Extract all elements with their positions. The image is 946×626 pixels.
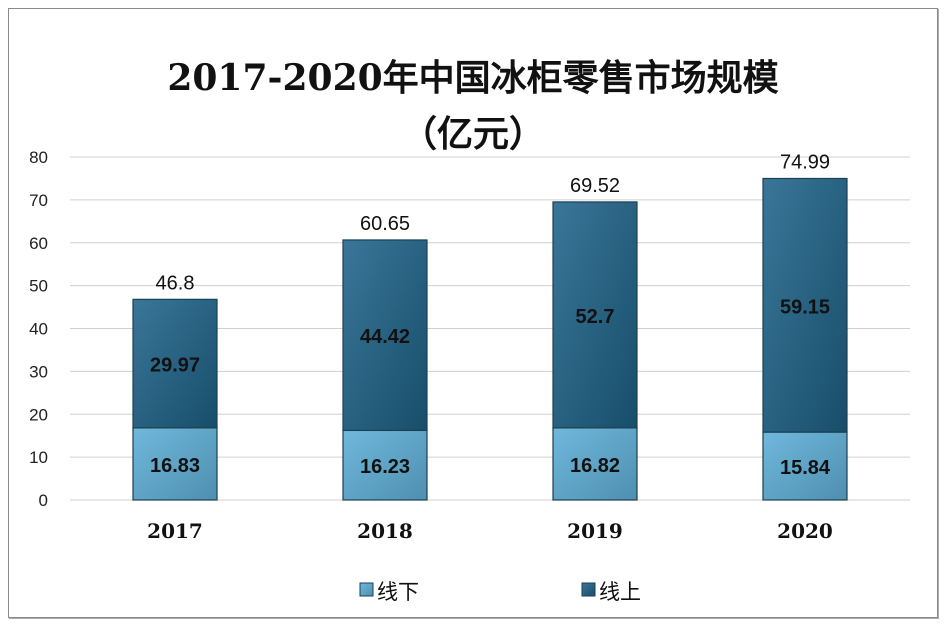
y-tick-label: 50 xyxy=(29,277,48,296)
bar-offline xyxy=(342,429,428,501)
data-label: 16.82 xyxy=(570,455,620,477)
bar-offline xyxy=(132,427,218,501)
x-tick-label: 2019 xyxy=(567,519,623,543)
data-label: 44.42 xyxy=(360,326,410,348)
x-tick-label: 2018 xyxy=(357,519,413,543)
data-label: 52.7 xyxy=(576,306,615,328)
y-tick-label: 60 xyxy=(29,234,48,253)
bar-online xyxy=(762,177,848,433)
y-tick-label: 20 xyxy=(29,405,48,424)
bar-online xyxy=(342,239,428,432)
data-label: 59.15 xyxy=(780,296,830,318)
title-text: 2017-2020年中国冰柜零售市场规模 xyxy=(167,57,779,99)
legend-label: 线下 xyxy=(377,581,419,604)
bar-online xyxy=(552,201,638,429)
legend-swatch xyxy=(581,582,596,597)
total-label: 46.8 xyxy=(156,272,195,294)
bar-offline xyxy=(552,427,638,501)
data-label: 15.84 xyxy=(780,457,831,479)
total-label: 60.65 xyxy=(360,213,410,235)
data-label: 16.83 xyxy=(150,455,200,477)
subtitle-text: （亿元） xyxy=(400,113,545,155)
chart-title: 2017-2020年中国冰柜零售市场规模 （亿元） xyxy=(0,50,946,162)
total-label: 74.99 xyxy=(780,151,830,173)
legend-label: 线上 xyxy=(599,581,641,604)
y-tick-label: 70 xyxy=(29,191,48,210)
data-label: 29.97 xyxy=(150,355,200,377)
y-tick-label: 30 xyxy=(29,362,48,381)
data-label: 16.23 xyxy=(360,456,410,478)
y-tick-label: 0 xyxy=(39,491,48,510)
bar-offline xyxy=(762,431,848,501)
bar-online xyxy=(132,298,218,429)
y-tick-label: 10 xyxy=(29,448,48,467)
y-tick-label: 80 xyxy=(29,148,48,167)
legend-swatch xyxy=(359,582,374,597)
x-tick-label: 2017 xyxy=(147,519,203,543)
total-label: 69.52 xyxy=(570,175,620,197)
y-tick-label: 40 xyxy=(29,320,48,339)
x-tick-label: 2020 xyxy=(777,519,833,543)
